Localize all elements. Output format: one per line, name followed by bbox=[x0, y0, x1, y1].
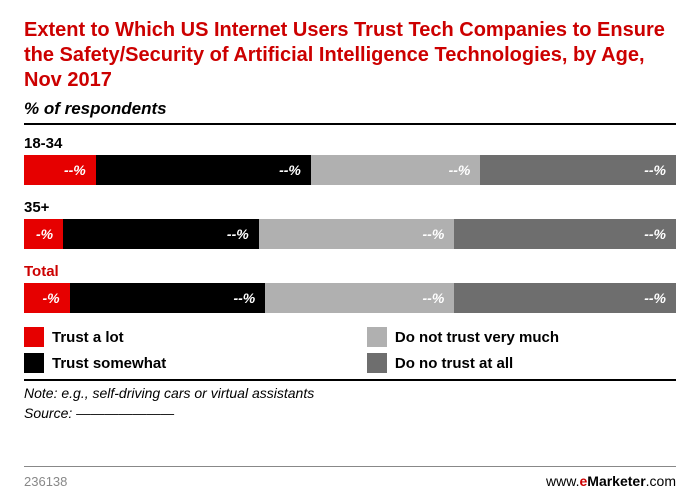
source-prefix: Source: bbox=[24, 405, 76, 421]
bar-segment-trust_a_lot: -% bbox=[24, 283, 70, 313]
bar-segment-not_at_all: --% bbox=[454, 283, 676, 313]
bar-segment-trust_a_lot: -% bbox=[24, 219, 63, 249]
bar-segment-not_at_all: --% bbox=[480, 155, 676, 185]
bar-row: 35+-%--%--%--% bbox=[24, 199, 676, 249]
row-label: 35+ bbox=[24, 199, 676, 216]
bar-segment-trust_somewhat: --% bbox=[70, 283, 266, 313]
legend-swatch bbox=[367, 353, 387, 373]
divider-bottom bbox=[24, 379, 676, 381]
bar-segment-trust_a_lot: --% bbox=[24, 155, 96, 185]
row-label: Total bbox=[24, 263, 676, 280]
footer: 236138 www.eMarketer.com bbox=[24, 466, 676, 489]
bars-area: 18-34--%--%--%--%35+-%--%--%--%Total-%--… bbox=[24, 135, 676, 313]
legend-label: Do not trust very much bbox=[395, 329, 559, 346]
legend-swatch bbox=[24, 353, 44, 373]
bar-segment-trust_somewhat: --% bbox=[96, 155, 311, 185]
chart-id: 236138 bbox=[24, 474, 67, 489]
bar-segment-not_very_much: --% bbox=[265, 283, 454, 313]
bar-segment-not_very_much: --% bbox=[311, 155, 481, 185]
legend-item: Trust somewhat bbox=[24, 353, 311, 373]
stacked-bar: -%--%--%--% bbox=[24, 283, 676, 313]
legend: Trust a lot Do not trust very much Trust s… bbox=[24, 327, 676, 373]
legend-item: Do not trust very much bbox=[367, 327, 654, 347]
bar-row: Total-%--%--%--% bbox=[24, 263, 676, 313]
legend-swatch bbox=[367, 327, 387, 347]
legend-item: Do no trust at all bbox=[367, 353, 654, 373]
note-line: Note: e.g., self-driving cars or virtual… bbox=[24, 385, 676, 401]
stacked-bar: --%--%--%--% bbox=[24, 155, 676, 185]
stacked-bar: -%--%--%--% bbox=[24, 219, 676, 249]
brand-suffix: .com bbox=[646, 473, 676, 489]
divider-top bbox=[24, 123, 676, 125]
legend-item: Trust a lot bbox=[24, 327, 311, 347]
brand-prefix: www. bbox=[546, 473, 579, 489]
bar-segment-not_at_all: --% bbox=[454, 219, 676, 249]
source-redacted: ——————— bbox=[76, 405, 174, 421]
legend-label: Do no trust at all bbox=[395, 355, 513, 372]
chart-title: Extent to Which US Internet Users Trust … bbox=[24, 18, 676, 93]
legend-label: Trust a lot bbox=[52, 329, 124, 346]
brand: www.eMarketer.com bbox=[546, 473, 676, 489]
bar-segment-trust_somewhat: --% bbox=[63, 219, 259, 249]
legend-label: Trust somewhat bbox=[52, 355, 166, 372]
bar-segment-not_very_much: --% bbox=[259, 219, 455, 249]
brand-rest: Marketer bbox=[587, 473, 645, 489]
legend-swatch bbox=[24, 327, 44, 347]
chart-container: Extent to Which US Internet Users Trust … bbox=[0, 0, 700, 501]
chart-subtitle: % of respondents bbox=[24, 99, 676, 119]
source-line: Source: ——————— bbox=[24, 405, 676, 421]
row-label: 18-34 bbox=[24, 135, 676, 152]
bar-row: 18-34--%--%--%--% bbox=[24, 135, 676, 185]
